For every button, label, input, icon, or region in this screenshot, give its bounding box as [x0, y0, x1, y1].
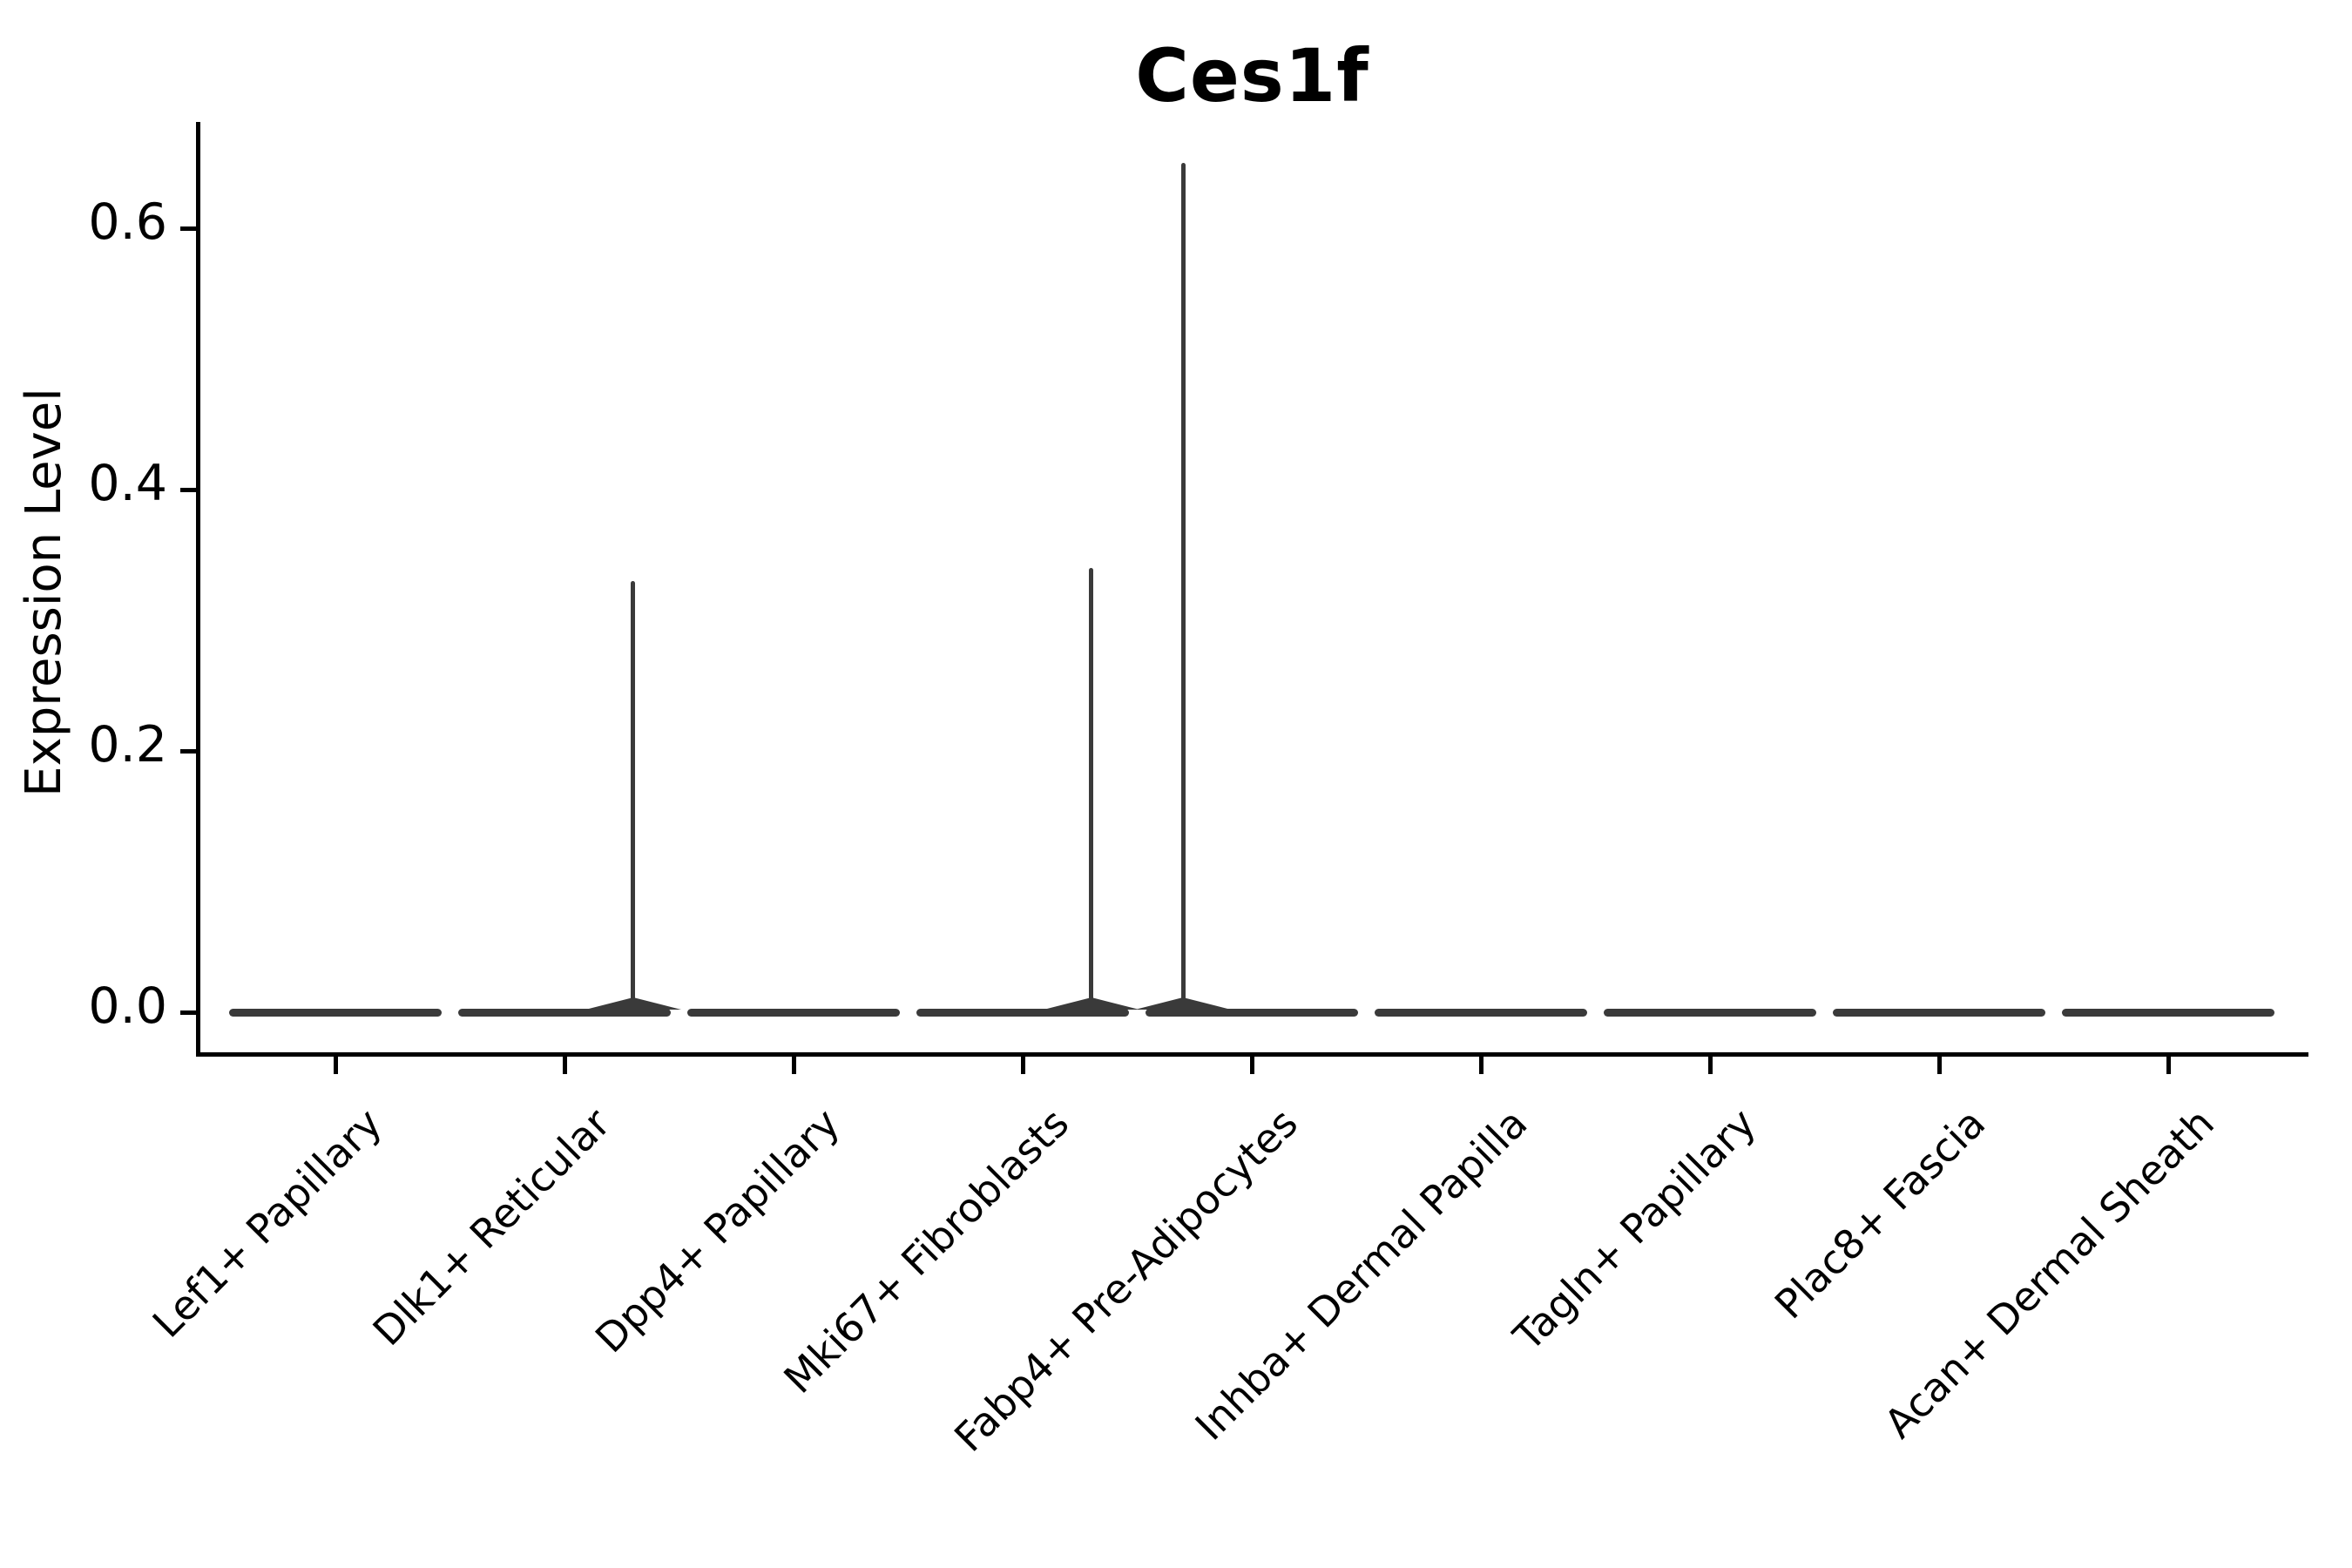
- violin-body: [1832, 1009, 2046, 1017]
- x-tick: [1021, 1057, 1025, 1074]
- x-tick: [1708, 1057, 1713, 1074]
- x-category-label: Dlk1+ Reticular: [363, 1099, 620, 1355]
- x-tick: [1937, 1057, 1942, 1074]
- chart-title: Ces1f: [1135, 33, 1369, 118]
- violin-spike: [1089, 568, 1094, 1012]
- y-tick: [180, 1010, 196, 1015]
- y-tick: [180, 488, 196, 492]
- violin-spike-flare: [1135, 997, 1232, 1010]
- x-tick: [334, 1057, 338, 1074]
- x-category-label: Plac8+ Fascia: [1765, 1099, 1995, 1328]
- x-tick: [792, 1057, 796, 1074]
- violin-spike: [631, 581, 636, 1012]
- y-tick: [180, 226, 196, 231]
- violin-spike: [1180, 163, 1186, 1012]
- y-axis-spine: [196, 122, 200, 1057]
- violin-body: [457, 1009, 672, 1017]
- x-tick: [1250, 1057, 1254, 1074]
- x-category-label: Dpp4+ Papillary: [585, 1099, 849, 1362]
- violin-body: [916, 1009, 1130, 1017]
- violin-body: [1603, 1009, 1817, 1017]
- x-tick: [563, 1057, 567, 1074]
- y-axis-label: Expression Level: [16, 388, 72, 797]
- violin-body: [2061, 1009, 2275, 1017]
- y-tick: [180, 749, 196, 754]
- x-category-label: Lef1+ Papillary: [143, 1099, 391, 1347]
- violin-spike-flare: [585, 997, 681, 1010]
- violin-body: [1145, 1009, 1359, 1017]
- violin-body: [228, 1009, 443, 1017]
- x-tick: [1479, 1057, 1484, 1074]
- x-axis-spine: [196, 1052, 2308, 1057]
- y-tick-label: 0.0: [88, 977, 167, 1035]
- violin-body: [1374, 1009, 1588, 1017]
- x-category-label: Tagln+ Papillary: [1504, 1099, 1766, 1360]
- violin-body: [686, 1009, 901, 1017]
- y-tick-label: 0.4: [88, 455, 167, 512]
- violin-spike-flare: [1043, 997, 1139, 1010]
- x-tick: [2166, 1057, 2171, 1074]
- y-tick-label: 0.2: [88, 716, 167, 774]
- y-tick-label: 0.6: [88, 193, 167, 251]
